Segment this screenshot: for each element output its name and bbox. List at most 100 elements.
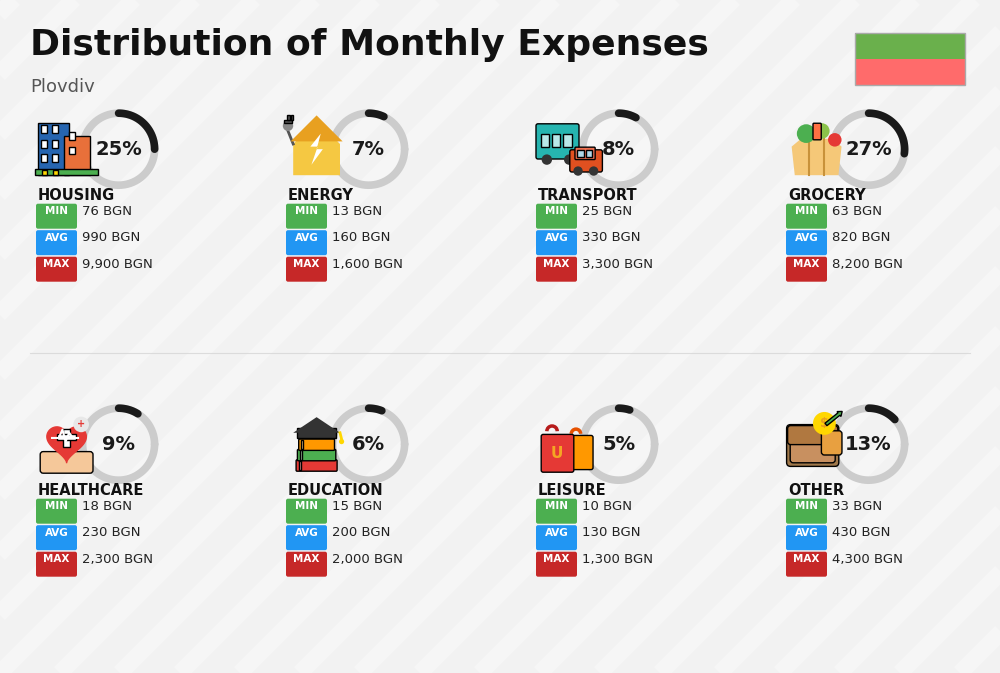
FancyBboxPatch shape	[63, 429, 70, 447]
Text: GROCERY: GROCERY	[788, 188, 866, 203]
Text: 5%: 5%	[602, 435, 635, 454]
Text: 18 BGN: 18 BGN	[82, 499, 132, 513]
Polygon shape	[293, 417, 340, 433]
FancyBboxPatch shape	[40, 452, 93, 473]
FancyBboxPatch shape	[296, 460, 337, 471]
Text: 1,600 BGN: 1,600 BGN	[332, 258, 403, 271]
FancyBboxPatch shape	[552, 134, 560, 147]
Text: MAX: MAX	[793, 259, 820, 269]
Text: +: +	[77, 419, 85, 429]
FancyBboxPatch shape	[286, 256, 327, 282]
Text: MAX: MAX	[43, 259, 70, 269]
Text: 63 BGN: 63 BGN	[832, 205, 882, 217]
FancyBboxPatch shape	[36, 525, 77, 551]
Text: 130 BGN: 130 BGN	[582, 526, 640, 539]
FancyBboxPatch shape	[53, 170, 58, 175]
Text: MAX: MAX	[43, 554, 70, 564]
FancyBboxPatch shape	[286, 499, 327, 524]
FancyBboxPatch shape	[813, 123, 821, 140]
Polygon shape	[291, 115, 343, 141]
Text: 2,000 BGN: 2,000 BGN	[332, 553, 403, 566]
FancyBboxPatch shape	[577, 149, 584, 157]
Text: 25%: 25%	[95, 140, 142, 159]
Text: HOUSING: HOUSING	[38, 188, 115, 203]
FancyBboxPatch shape	[536, 256, 577, 282]
Circle shape	[814, 123, 830, 139]
Text: 15 BGN: 15 BGN	[332, 499, 382, 513]
Text: AVG: AVG	[795, 233, 818, 243]
FancyBboxPatch shape	[297, 450, 336, 461]
Text: AVG: AVG	[795, 528, 818, 538]
Circle shape	[542, 154, 552, 165]
FancyBboxPatch shape	[286, 230, 327, 255]
Circle shape	[828, 133, 842, 147]
Text: TRANSPORT: TRANSPORT	[538, 188, 638, 203]
FancyBboxPatch shape	[855, 59, 965, 85]
Text: $: $	[820, 417, 829, 430]
FancyBboxPatch shape	[786, 204, 827, 229]
Text: 2,300 BGN: 2,300 BGN	[82, 553, 153, 566]
FancyBboxPatch shape	[301, 440, 303, 450]
FancyBboxPatch shape	[57, 434, 76, 440]
FancyBboxPatch shape	[36, 256, 77, 282]
Text: AVG: AVG	[295, 233, 318, 243]
Text: 160 BGN: 160 BGN	[332, 232, 390, 244]
Polygon shape	[310, 134, 323, 165]
FancyBboxPatch shape	[786, 525, 827, 551]
Text: 9,900 BGN: 9,900 BGN	[82, 258, 153, 271]
Text: 25 BGN: 25 BGN	[582, 205, 632, 217]
Text: MIN: MIN	[45, 206, 68, 216]
Text: 8%: 8%	[602, 140, 635, 159]
Text: 3,300 BGN: 3,300 BGN	[582, 258, 653, 271]
Text: 4,300 BGN: 4,300 BGN	[832, 553, 903, 566]
FancyBboxPatch shape	[787, 425, 839, 466]
Text: MIN: MIN	[295, 206, 318, 216]
FancyBboxPatch shape	[38, 123, 69, 175]
FancyBboxPatch shape	[52, 125, 58, 133]
FancyBboxPatch shape	[575, 147, 595, 160]
Circle shape	[589, 166, 598, 176]
FancyBboxPatch shape	[36, 552, 77, 577]
FancyBboxPatch shape	[586, 149, 592, 157]
Text: 820 BGN: 820 BGN	[832, 232, 890, 244]
Text: MAX: MAX	[293, 259, 320, 269]
Text: 200 BGN: 200 BGN	[332, 526, 390, 539]
FancyBboxPatch shape	[64, 136, 90, 175]
Text: 230 BGN: 230 BGN	[82, 526, 140, 539]
Circle shape	[813, 412, 836, 435]
Text: U: U	[551, 446, 563, 461]
FancyBboxPatch shape	[284, 120, 292, 123]
FancyBboxPatch shape	[299, 461, 301, 470]
Circle shape	[283, 120, 293, 131]
FancyBboxPatch shape	[786, 230, 827, 255]
Text: Plovdiv: Plovdiv	[30, 78, 95, 96]
Circle shape	[797, 125, 816, 143]
Text: MIN: MIN	[795, 501, 818, 511]
Text: EDUCATION: EDUCATION	[288, 483, 384, 498]
FancyBboxPatch shape	[69, 132, 75, 140]
FancyBboxPatch shape	[35, 169, 98, 175]
FancyBboxPatch shape	[52, 154, 58, 162]
FancyBboxPatch shape	[36, 230, 77, 255]
FancyBboxPatch shape	[291, 115, 293, 120]
FancyBboxPatch shape	[286, 204, 327, 229]
FancyBboxPatch shape	[36, 204, 77, 229]
Text: AVG: AVG	[545, 528, 568, 538]
Text: MIN: MIN	[295, 501, 318, 511]
FancyBboxPatch shape	[52, 140, 58, 147]
Text: 7%: 7%	[352, 140, 385, 159]
Text: 330 BGN: 330 BGN	[582, 232, 640, 244]
FancyBboxPatch shape	[562, 435, 593, 470]
Text: 33 BGN: 33 BGN	[832, 499, 882, 513]
Text: MAX: MAX	[543, 554, 570, 564]
FancyBboxPatch shape	[536, 204, 577, 229]
Text: OTHER: OTHER	[788, 483, 844, 498]
FancyBboxPatch shape	[786, 552, 827, 577]
FancyBboxPatch shape	[297, 427, 336, 438]
Text: MAX: MAX	[543, 259, 570, 269]
Text: 1,300 BGN: 1,300 BGN	[582, 553, 653, 566]
Text: MIN: MIN	[795, 206, 818, 216]
Polygon shape	[293, 120, 340, 175]
FancyBboxPatch shape	[536, 499, 577, 524]
Circle shape	[564, 154, 574, 165]
